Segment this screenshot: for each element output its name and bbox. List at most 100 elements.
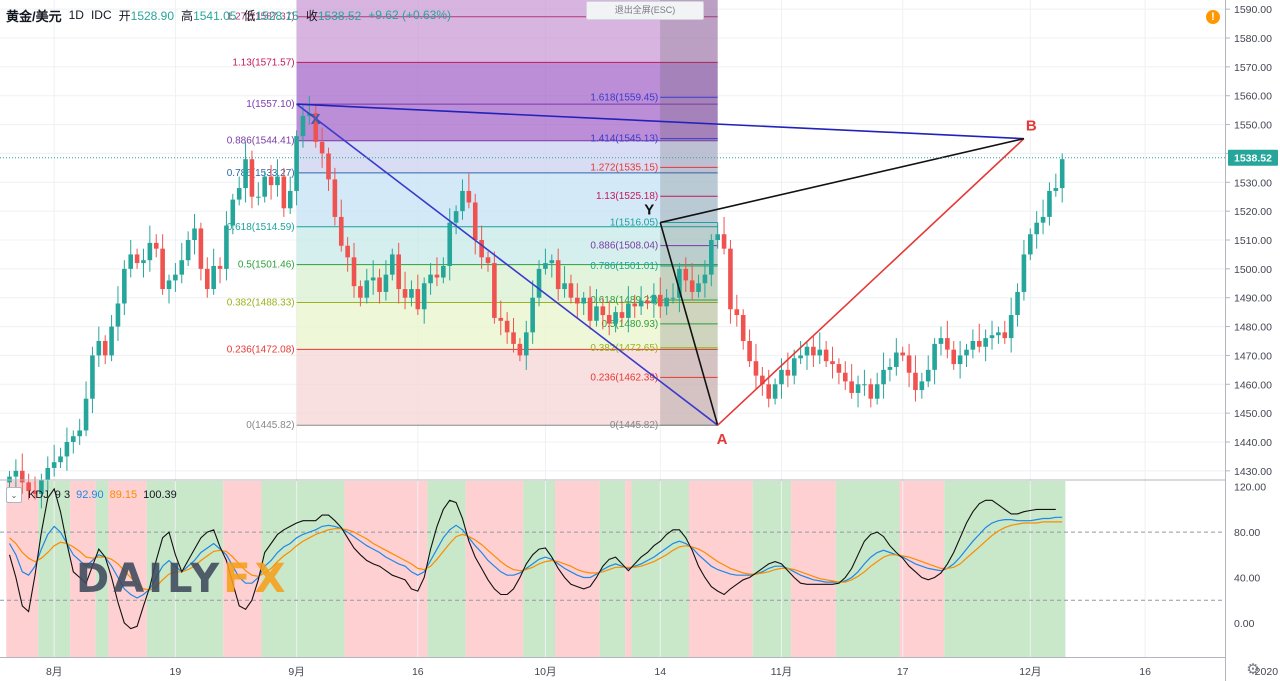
kdj-region [427,481,466,657]
fib-zone [296,172,718,227]
time-tick-label: 16 [412,666,424,678]
candle-body [1047,190,1052,217]
candle-body [651,294,657,304]
time-tick-label: 8月 [46,666,62,678]
fib-zone [296,226,718,265]
kdj-title[interactable]: KDJ [28,489,49,501]
candle-body [842,372,848,382]
candle-body [383,274,389,292]
symbol-label[interactable]: 黄金/美元 [6,8,62,24]
candle-body [498,317,504,321]
pattern-point-label: A [717,431,728,448]
candle-body [275,176,280,186]
candle-body [919,381,925,391]
fib-zone [296,16,718,63]
candle-body [1053,188,1059,191]
candle-body [1034,222,1039,235]
open-value: 1528.90 [130,8,175,23]
candle-body [887,366,893,370]
candle-body [976,340,982,347]
candle-body [390,254,395,275]
candle-body [855,384,861,393]
candle-body [645,300,650,304]
gear-icon[interactable]: ⚙ [1246,661,1260,678]
candle-body [957,355,963,365]
candle-body [166,280,172,290]
price-axis-bg [1226,0,1280,681]
candle-body [153,242,159,249]
open-label: 开 [118,8,131,23]
candle-body [198,228,204,269]
candle-body [517,343,523,356]
candle-body [109,326,114,356]
kdj-tick-label: 0.00 [1234,618,1255,630]
candle-body [421,283,427,310]
high-label: 高 [181,8,194,23]
time-tick-label: 11月 [771,666,792,678]
candle-body [798,355,803,359]
fib-zone [296,104,718,141]
candle-body [983,338,988,347]
candle-body [817,349,823,356]
fib-ya-level-label: 0.786(1501.01) [590,261,658,272]
ya-pattern-line [659,222,719,426]
candle-body [179,260,185,275]
fib-ya-level-label: 0.236(1462.39) [590,372,658,383]
fib-ya-level-label: 1(1516.05) [610,218,658,229]
price-tick-label: 1440.00 [1234,437,1272,449]
kdj-legend: ⌄ KDJ 9 3 92.90 89.15 100.39 [6,486,177,504]
fib-level-label: 0.886(1544.41) [227,136,295,147]
fib-level-label: 1.272(1587.37) [227,12,295,23]
candle-body [504,320,510,333]
candle-body [791,358,797,376]
fib-ya-level-label: 1.272(1535.15) [590,162,658,173]
alert-icon[interactable]: ! [1206,10,1220,24]
dailyfx-logo: DAILYFX [76,556,290,602]
candle-body [581,297,586,304]
kdj-region [261,481,345,657]
fib-level-label: 0(1445.82) [246,420,294,431]
time-tick-label: 12月 [1019,666,1041,678]
exit-fullscreen-button[interactable]: 退出全屏(ESC) [586,1,704,20]
candle-body [51,462,57,468]
kdj-j-value: 100.39 [143,489,177,501]
candle-body [511,332,516,344]
price-tick-label: 1560.00 [1234,91,1272,103]
candle-body [606,315,612,324]
high-value: 1541.05 [193,8,237,23]
candle-body [664,297,669,307]
fib-zone [296,62,718,105]
price-tick-label: 1580.00 [1234,33,1272,45]
candle-body [951,349,957,365]
fib-ya-level-label: 1.414(1545.13) [590,134,658,145]
kdj-region [223,481,262,657]
candle-body [823,349,829,362]
kdj-tick-label: 120.00 [1234,482,1266,494]
candle-body [160,248,165,290]
price-tick-label: 1470.00 [1234,350,1272,362]
close-value: 1538.52 [317,8,362,23]
candle-body [594,306,599,321]
chart-header: 黄金/美元 1D IDC 开1528.90 高1541.05 低1528.15 … [6,5,451,25]
low-label: 低 [243,8,256,23]
price-tick-label: 1590.00 [1234,4,1272,16]
candle-body [638,300,644,307]
candle-body [677,268,682,298]
price-tick-label: 1570.00 [1234,62,1272,74]
kdj-k-line [8,516,1063,599]
candle-body [702,274,708,284]
collapse-chevron-icon[interactable]: ⌄ [6,487,22,503]
xb-pattern-line [296,103,1024,140]
candle-body [243,159,248,189]
interval-label[interactable]: 1D [68,8,84,22]
kdj-d-value: 89.15 [109,489,138,501]
fib-level-label: 0.236(1472.08) [227,344,295,355]
candle-body [747,340,752,362]
time-tick-label: 19 [170,666,182,678]
ab-pattern-line [717,138,1025,426]
fib-ya-level-label: 0.5(1480.93) [602,319,659,330]
candle-body [326,153,331,180]
price-tick-label: 1550.00 [1234,120,1272,132]
candle-body [683,268,689,281]
